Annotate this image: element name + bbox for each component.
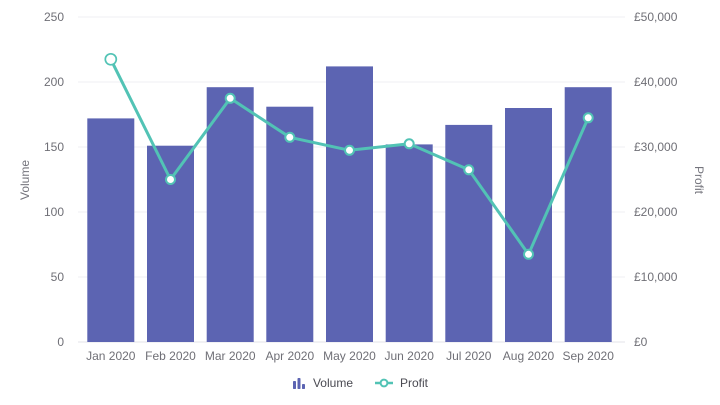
- bar-jan-2020[interactable]: [87, 118, 135, 343]
- point-jul-2020[interactable]: [463, 164, 475, 176]
- bar-mar-2020[interactable]: [206, 87, 254, 342]
- legend: Volume Profit: [0, 376, 720, 390]
- bar-apr-2020[interactable]: [266, 106, 314, 342]
- legend-label-profit: Profit: [400, 376, 429, 390]
- point-aug-2020[interactable]: [523, 248, 534, 260]
- x-axis-tick-jun-2020: Jun 2020: [385, 349, 435, 363]
- legend-item-profit[interactable]: Profit: [375, 376, 428, 390]
- bar-jul-2020[interactable]: [445, 124, 493, 343]
- legend-label-volume: Volume: [312, 376, 353, 390]
- bar-sep-2020[interactable]: [564, 87, 612, 342]
- y-axis-tick-left: 250: [44, 10, 64, 24]
- point-may-2020[interactable]: [344, 144, 355, 156]
- point-feb-2020[interactable]: [165, 174, 176, 185]
- x-axis-tick-apr-2020: Apr 2020: [265, 349, 314, 363]
- y-axis-tick-right: £30,000: [634, 140, 678, 154]
- line-point-icon: [375, 378, 393, 388]
- y-axis-tick-right: £20,000: [634, 205, 678, 219]
- y-axis-tick-left: 200: [44, 75, 64, 89]
- y-axis-tick-left: 50: [51, 270, 65, 284]
- point-jun-2020[interactable]: [403, 138, 415, 150]
- y-axis-tick-right: £50,000: [634, 10, 678, 24]
- bar-aug-2020[interactable]: [505, 108, 552, 342]
- legend-item-volume[interactable]: Volume: [292, 376, 353, 390]
- bar-jun-2020[interactable]: [385, 144, 433, 342]
- x-axis-tick-feb-2020: Feb 2020: [145, 349, 196, 363]
- y-axis-tick-left: 100: [44, 205, 64, 219]
- y-axis-tick-right: £0: [634, 335, 648, 349]
- point-mar-2020[interactable]: [224, 92, 236, 104]
- point-jan-2020[interactable]: [104, 52, 118, 66]
- y-axis-tick-right: £40,000: [634, 75, 678, 89]
- x-axis-tick-jan-2020: Jan 2020: [86, 349, 136, 363]
- x-axis-tick-jul-2020: Jul 2020: [446, 349, 492, 363]
- x-axis-tick-mar-2020: Mar 2020: [205, 349, 256, 363]
- bar-may-2020[interactable]: [326, 66, 373, 343]
- point-sep-2020[interactable]: [582, 112, 594, 124]
- x-axis-tick-may-2020: May 2020: [323, 349, 376, 363]
- point-apr-2020[interactable]: [284, 131, 296, 143]
- x-axis-tick-sep-2020: Sep 2020: [563, 349, 615, 363]
- y-axis-tick-right: £10,000: [634, 270, 678, 284]
- bar-chart-icon: [292, 378, 305, 389]
- y-axis-tick-left: 150: [44, 140, 64, 154]
- x-axis-tick-aug-2020: Aug 2020: [503, 349, 555, 363]
- y-axis-tick-left: 0: [57, 335, 64, 349]
